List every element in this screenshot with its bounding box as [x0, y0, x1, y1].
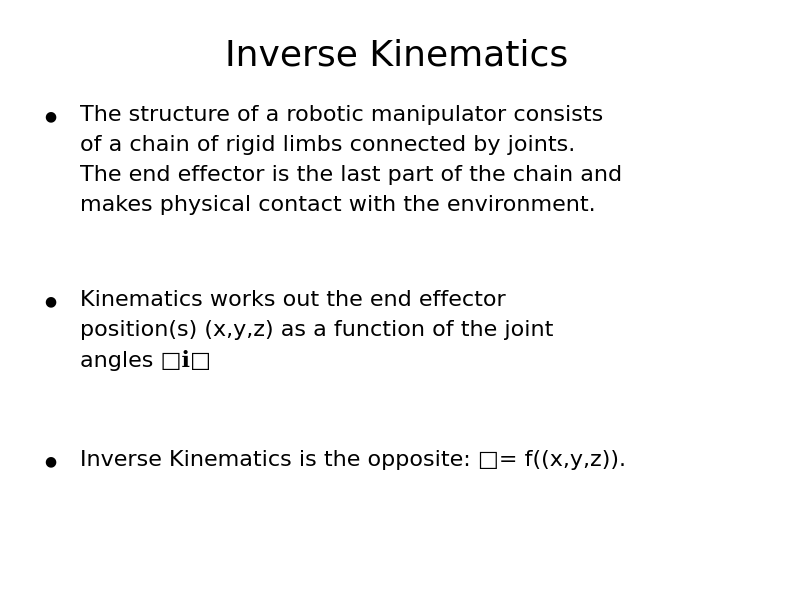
- Text: makes physical contact with the environment.: makes physical contact with the environm…: [80, 195, 596, 215]
- Text: ●: ●: [44, 109, 56, 123]
- Text: Inverse Kinematics is the opposite: □= f((x,y,z)).: Inverse Kinematics is the opposite: □= f…: [80, 450, 626, 470]
- Text: position(s) (x,y,z) as a function of the joint: position(s) (x,y,z) as a function of the…: [80, 320, 553, 340]
- Text: angles □ℹ□: angles □ℹ□: [80, 350, 211, 371]
- Text: Inverse Kinematics: Inverse Kinematics: [225, 38, 569, 72]
- Text: The end effector is the last part of the chain and: The end effector is the last part of the…: [80, 165, 622, 185]
- Text: ●: ●: [44, 294, 56, 308]
- Text: Kinematics works out the end effector: Kinematics works out the end effector: [80, 290, 506, 310]
- Text: The structure of a robotic manipulator consists: The structure of a robotic manipulator c…: [80, 105, 603, 125]
- Text: ●: ●: [44, 454, 56, 468]
- Text: of a chain of rigid limbs connected by joints.: of a chain of rigid limbs connected by j…: [80, 135, 575, 155]
